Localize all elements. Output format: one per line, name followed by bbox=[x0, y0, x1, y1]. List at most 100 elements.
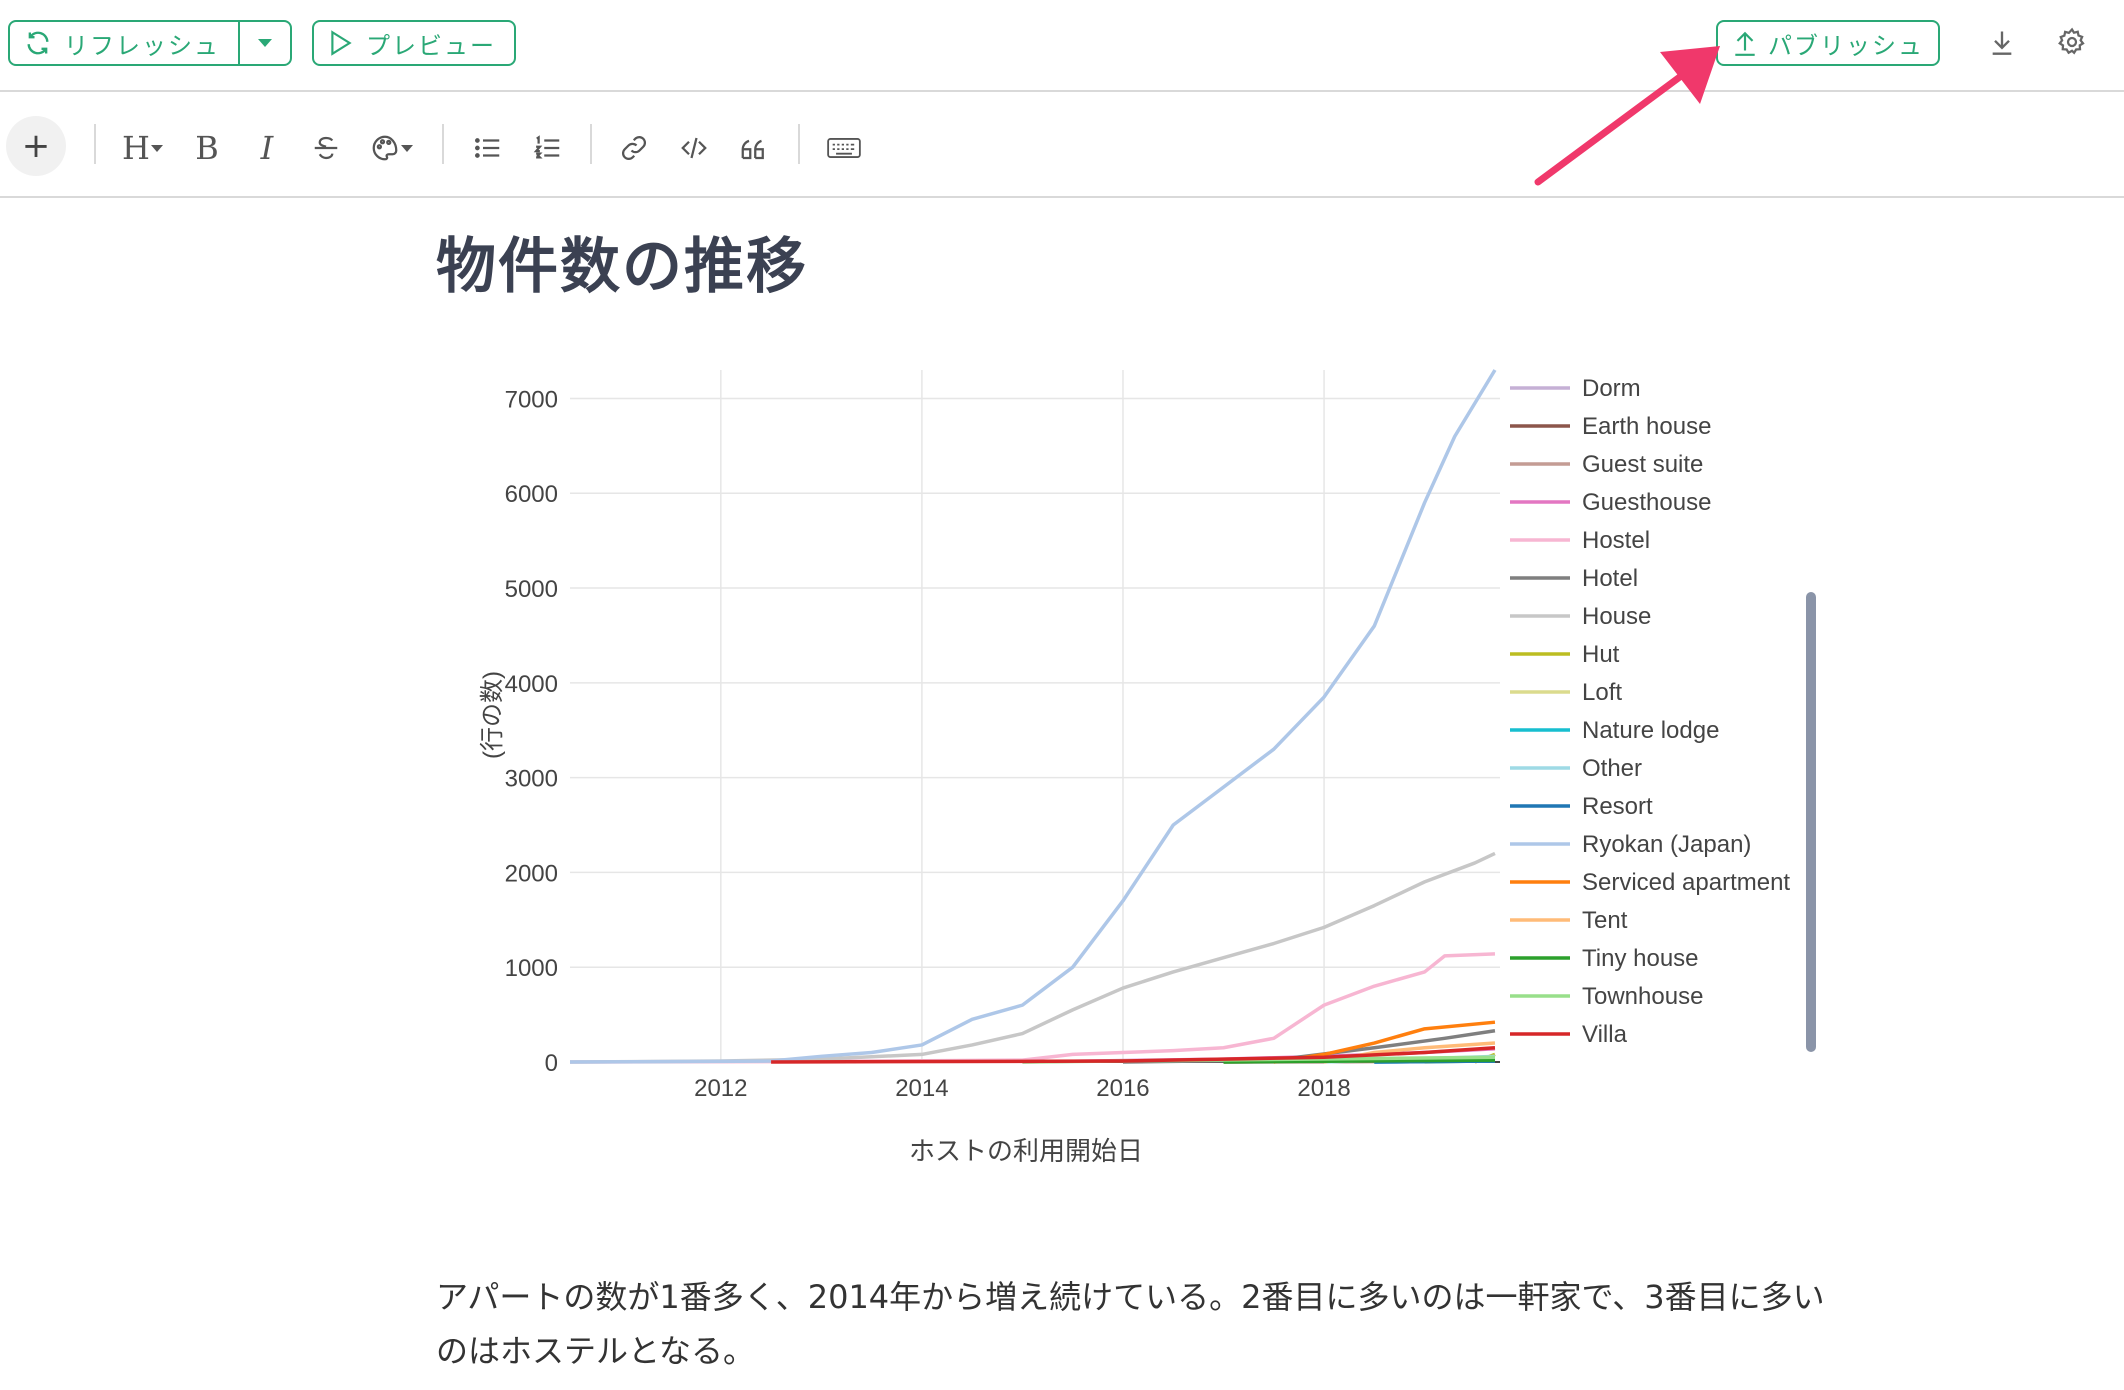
x-tick-label: 2016 bbox=[1096, 1075, 1149, 1102]
legend-scrollbar[interactable] bbox=[1806, 592, 1816, 1052]
legend-item[interactable]: Resort bbox=[1510, 793, 1653, 820]
series-line-house[interactable] bbox=[569, 851, 1496, 1064]
legend-item[interactable]: Guesthouse bbox=[1510, 489, 1711, 516]
settings-button[interactable] bbox=[2054, 26, 2090, 62]
legend-item[interactable]: Nature lodge bbox=[1510, 717, 1719, 744]
bold-button[interactable]: B bbox=[190, 128, 224, 168]
legend-item[interactable]: House bbox=[1510, 603, 1651, 630]
y-axis-label: (行の数) bbox=[479, 671, 506, 759]
x-axis-label: ホストの利用開始日 bbox=[909, 1136, 1143, 1166]
y-tick-label: 1000 bbox=[505, 955, 558, 982]
link-icon bbox=[619, 133, 649, 163]
legend-item[interactable]: Hotel bbox=[1510, 565, 1638, 592]
legend-label: Guesthouse bbox=[1582, 489, 1711, 516]
italic-button[interactable]: I bbox=[250, 128, 284, 168]
x-tick-label: 2014 bbox=[895, 1075, 948, 1102]
legend-item[interactable]: Tiny house bbox=[1510, 945, 1699, 972]
refresh-label: リフレッシュ bbox=[64, 31, 220, 60]
legend-label: Tent bbox=[1582, 907, 1628, 934]
code-button[interactable] bbox=[676, 128, 712, 168]
numbered-list-icon bbox=[533, 133, 563, 163]
legend-item[interactable]: Townhouse bbox=[1510, 983, 1703, 1010]
legend-label: Dorm bbox=[1582, 375, 1641, 402]
heading-button[interactable]: H bbox=[118, 128, 168, 168]
download-button[interactable] bbox=[1984, 26, 2020, 62]
quote-button[interactable] bbox=[736, 128, 772, 168]
refresh-button[interactable]: リフレッシュ bbox=[10, 22, 240, 64]
strikethrough-button[interactable] bbox=[308, 128, 344, 168]
caret-down-icon bbox=[400, 143, 414, 153]
plus-icon: + bbox=[21, 126, 51, 166]
legend-item[interactable]: Hostel bbox=[1510, 527, 1650, 554]
bullet-list-button[interactable] bbox=[470, 128, 506, 168]
legend-item[interactable]: Ryokan (Japan) bbox=[1510, 831, 1751, 858]
y-tick-label: 7000 bbox=[505, 386, 558, 413]
y-tick-label: 4000 bbox=[505, 671, 558, 698]
strikethrough-icon bbox=[311, 133, 341, 163]
legend-label: Nature lodge bbox=[1582, 717, 1719, 744]
color-button[interactable] bbox=[366, 128, 418, 168]
publish-button[interactable]: パブリッシュ bbox=[1716, 20, 1940, 66]
preview-label: プレビュー bbox=[366, 31, 496, 60]
legend-label: Hostel bbox=[1582, 527, 1650, 554]
quote-icon bbox=[739, 133, 769, 163]
legend-item[interactable]: Serviced apartment bbox=[1510, 869, 1790, 896]
legend-item[interactable]: Loft bbox=[1510, 679, 1622, 706]
legend-label: Ryokan (Japan) bbox=[1582, 831, 1751, 858]
legend-label: Guest suite bbox=[1582, 451, 1703, 478]
series-line-villa[interactable] bbox=[771, 1046, 1496, 1064]
refresh-icon bbox=[24, 29, 52, 57]
legend-item[interactable]: Dorm bbox=[1510, 375, 1641, 402]
code-icon bbox=[678, 133, 710, 163]
toolbar-divider bbox=[94, 124, 96, 164]
insert-button[interactable]: + bbox=[6, 116, 66, 176]
body-paragraph: アパートの数が1番多く、2014年から増え続けている。2番目に多いのは一軒家で、… bbox=[436, 1278, 1825, 1370]
legend-label: Resort bbox=[1582, 793, 1653, 820]
y-tick-label: 3000 bbox=[505, 766, 558, 793]
palette-icon bbox=[370, 133, 400, 163]
publish-label: パブリッシュ bbox=[1768, 31, 1924, 60]
legend-label: Townhouse bbox=[1582, 983, 1703, 1010]
legend-item[interactable]: Guest suite bbox=[1510, 451, 1703, 478]
legend-item[interactable]: Hut bbox=[1510, 641, 1620, 668]
series-line-tiny-house[interactable] bbox=[1223, 1058, 1495, 1064]
annotation-arrow bbox=[1534, 46, 1720, 186]
legend-label: Serviced apartment bbox=[1582, 869, 1790, 896]
legend-item[interactable]: Earth house bbox=[1510, 413, 1711, 440]
play-icon bbox=[328, 29, 354, 57]
line-chart: 0 1000 2000 3000 4000 5000 6000 7000 2012 2014 201… bbox=[479, 369, 1790, 1166]
legend-label: Earth house bbox=[1582, 413, 1711, 440]
italic-label: I bbox=[260, 129, 274, 167]
preview-button[interactable]: プレビュー bbox=[312, 20, 516, 66]
legend-label: Hut bbox=[1582, 641, 1620, 668]
bold-label: B bbox=[195, 129, 219, 167]
chart-container: 0 1000 2000 3000 4000 5000 6000 7000 2012 2014 201… bbox=[460, 350, 1860, 1180]
y-tick-label: 2000 bbox=[505, 860, 558, 887]
series-line-ryokan-japan-[interactable] bbox=[569, 369, 1497, 1064]
toolbar-divider bbox=[442, 124, 444, 164]
link-button[interactable] bbox=[616, 128, 652, 168]
document-title: 物件数の推移 bbox=[436, 232, 808, 302]
legend-label: Loft bbox=[1582, 679, 1622, 706]
legend-label: Other bbox=[1582, 755, 1642, 782]
numbered-list-button[interactable] bbox=[530, 128, 566, 168]
refresh-button-group: リフレッシュ bbox=[8, 20, 292, 66]
keyboard-shortcuts-button[interactable] bbox=[824, 128, 864, 168]
heading-label: H bbox=[122, 129, 150, 167]
format-toolbar: + H B I bbox=[0, 92, 2124, 198]
top-toolbar: リフレッシュ プレビュー パブリッシュ bbox=[0, 0, 2124, 92]
x-tick-label: 2012 bbox=[694, 1075, 747, 1102]
refresh-dropdown-button[interactable] bbox=[240, 22, 290, 64]
legend-item[interactable]: Villa bbox=[1510, 1021, 1628, 1048]
caret-down-icon bbox=[150, 143, 164, 153]
legend-item[interactable]: Other bbox=[1510, 755, 1642, 782]
legend-label: House bbox=[1582, 603, 1651, 630]
toolbar-divider bbox=[590, 124, 592, 164]
y-tick-label: 5000 bbox=[505, 576, 558, 603]
y-tick-label: 6000 bbox=[505, 481, 558, 508]
x-tick-label: 2018 bbox=[1297, 1075, 1350, 1102]
toolbar-divider bbox=[798, 124, 800, 164]
keyboard-icon bbox=[827, 136, 861, 160]
legend-label: Tiny house bbox=[1582, 945, 1699, 972]
legend-item[interactable]: Tent bbox=[1510, 907, 1628, 934]
